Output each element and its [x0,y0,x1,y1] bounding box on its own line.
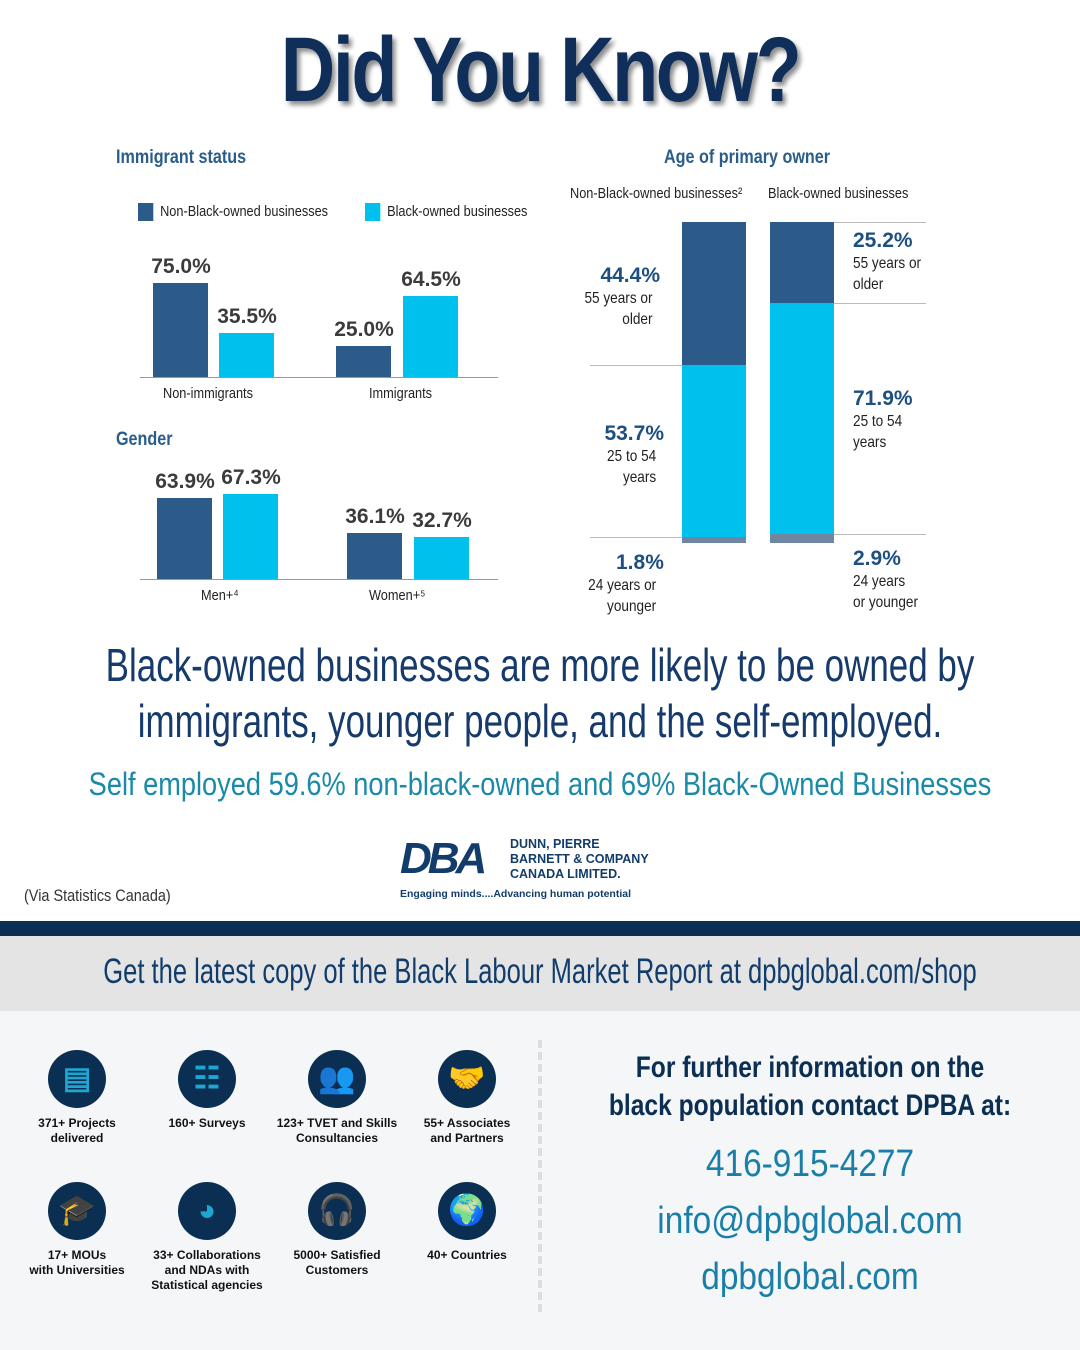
stat-item: ☷ 160+ Surveys [142,1050,272,1131]
self-employed-stat: Self employed 59.6% non-black-owned and … [88,766,992,802]
headline: Black-owned businesses are more likely t… [105,639,975,747]
stat-item: 🎧 5000+ Satisfied Customers [272,1182,402,1278]
stat-item: 🎓 17+ MOUs with Universities [12,1182,142,1278]
stat-text: and Partners [430,1131,504,1145]
data-label: 64.5% [401,268,461,292]
stat-text: 33+ Collaborations [153,1248,261,1262]
contact-email[interactable]: info@dpbglobal.com [657,1200,963,1242]
bar [153,283,208,377]
stacked-bar-segment [682,364,746,537]
stat-item: ▤ 371+ Projects delivered [12,1050,142,1146]
stat-text: and NDAs with [164,1263,250,1277]
source-note: (Via Statistics Canada) [24,886,171,905]
age-label-b-24: 2.9% 24 years or younger [853,547,919,611]
people-icon: 👥 [308,1050,366,1108]
stacked-bar-segment [682,222,746,365]
documents-icon: ▤ [48,1050,106,1108]
category-label: Women+⁵ [369,587,426,604]
contact-website[interactable]: dpbglobal.com [701,1256,919,1298]
stat-text: 123+ TVET and Skills [276,1116,398,1130]
stat-text: delivered [50,1131,104,1145]
legend-black: Black-owned businesses [365,203,528,222]
stat-text: 55+ Associates [423,1116,511,1130]
graduation-cap-icon: 🎓 [48,1182,106,1240]
data-label: 32.7% [412,509,472,533]
handshake-icon: 🤝 [438,1050,496,1108]
data-label: 36.1% [345,505,405,529]
stat-text: 5000+ Satisfied [293,1248,381,1262]
globe-icon: 🌍 [438,1182,496,1240]
bar [223,493,278,579]
category-label: Men+⁴ [201,587,239,604]
age-label-nb-24: 1.8% 24 years or younger [588,551,664,615]
age-label-b-55: 25.2% 55 years or older [853,229,922,293]
legend-label: Black-owned businesses [387,203,528,220]
age-label-nb-55: 44.4% 55 years or older [584,264,660,328]
stat-item: ◕ 33+ Collaborations and NDAs with Statisti… [142,1182,272,1293]
stat-item: 🤝 55+ Associates and Partners [402,1050,532,1146]
stat-text: with Universities [29,1263,125,1277]
stat-text: 40+ Countries [427,1248,507,1262]
page-title: Did You Know? [280,19,802,121]
bar [336,345,391,377]
stat-text: 160+ Surveys [168,1116,246,1130]
dpba-logo: DBA DUNN, PIERRE BARNETT & COMPANY CANADA … [400,834,700,900]
gender-title: Gender [116,429,173,450]
stat-text: Statistical agencies [151,1278,263,1292]
data-label: 63.9% [155,469,215,493]
stacked-bar-segment [682,536,746,543]
report-banner-link[interactable]: Get the latest copy of the Black Labour … [103,952,977,991]
pie-chart-icon: ◕ [178,1182,236,1240]
stacked-bar-segment [770,302,834,534]
logo-tagline: Engaging minds....Advancing human potent… [400,888,632,900]
immigrant-status-title: Immigrant status [116,147,247,168]
age-label-b-25: 71.9% 25 to 54 years [853,387,913,451]
data-label: 35.5% [217,304,277,328]
contact-phone[interactable]: 416-915-4277 [705,1143,915,1185]
stat-text: 17+ MOUs [47,1248,107,1262]
age-label-nb-25: 53.7% 25 to 54 years [604,422,664,486]
clipboard-icon: ☷ [178,1050,236,1108]
legend-label: Non-Black-owned businesses [160,203,329,220]
stat-item: 👥 123+ TVET and Skills Consultancies [272,1050,402,1146]
category-label: Immigrants [369,385,433,402]
bar [414,537,469,579]
headset-icon: 🎧 [308,1182,366,1240]
legend-swatch-light [365,203,381,222]
logo-mark: DBA [400,834,487,883]
data-label: 67.3% [221,465,281,489]
data-label: 25.0% [334,317,394,341]
data-label: 75.0% [151,255,211,279]
stat-text: 371+ Projects [38,1116,116,1130]
bar [403,296,458,377]
stat-text: Consultancies [295,1131,379,1145]
age-title: Age of primary owner [664,147,831,168]
legend-swatch-dark [138,203,154,222]
bar [347,533,402,579]
category-label: Non-immigrants [163,385,253,402]
stat-item: 🌍 40+ Countries [402,1182,532,1263]
bar [157,497,212,579]
legend-non-black: Non-Black-owned businesses [138,203,329,222]
contact-heading: For further information on the black popu… [608,1051,1012,1122]
bar [219,332,274,377]
category-label: Non-Black-owned businesses² [570,185,743,202]
category-label: Black-owned businesses [768,185,909,202]
stacked-bar-segment [770,533,834,543]
stacked-bar-segment [770,222,834,303]
stat-text: Customers [305,1263,369,1277]
